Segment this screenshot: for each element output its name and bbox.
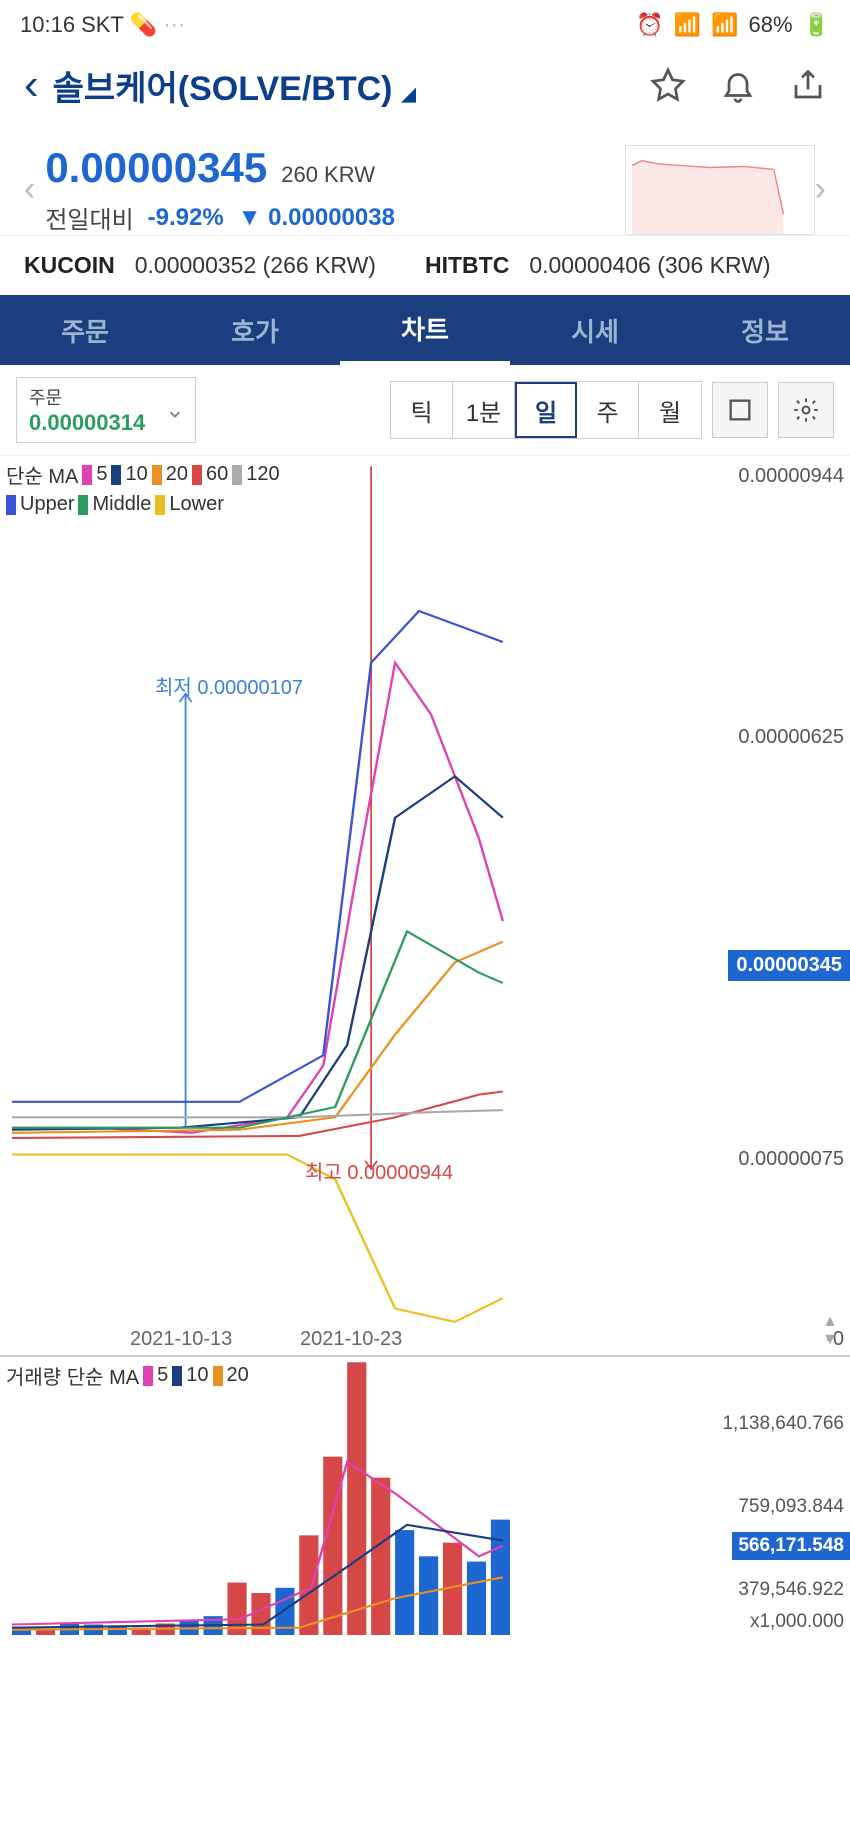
ma-legend: 단순 MA5102060120 UpperMiddleLower	[6, 460, 280, 520]
alarm-icon: ⏰	[636, 12, 663, 38]
dropdown-triangle-icon: ◢	[402, 84, 416, 104]
price-main: 0.00000345	[45, 144, 267, 192]
status-carrier: SKT	[81, 12, 124, 38]
tab-시세[interactable]: 시세	[510, 295, 680, 365]
battery-text: 68%	[749, 12, 793, 38]
wifi-icon: 📶	[674, 12, 701, 38]
status-time: 10:16	[20, 12, 75, 38]
price-section: ‹ 0.00000345 260 KRW 전일대비 -9.92% ▼ 0.000…	[0, 130, 850, 235]
share-icon[interactable]	[790, 67, 826, 103]
order-select[interactable]: 주문 0.00000314 ⌄	[16, 377, 196, 443]
high-annotation: 최고 0.00000944	[305, 1156, 453, 1185]
low-annotation: 최저 0.00000107	[155, 671, 303, 700]
settings-button[interactable]	[778, 382, 834, 438]
tabs: 주문호가차트시세정보	[0, 295, 850, 365]
tab-차트[interactable]: 차트	[340, 295, 510, 365]
signal-icon: 📶	[711, 12, 738, 38]
timeframe-일[interactable]: 일	[515, 382, 577, 438]
status-right: ⏰ 📶 📶 68% 🔋	[636, 12, 830, 38]
battery-icon: 🔋	[803, 12, 830, 38]
sparkline	[625, 145, 815, 235]
square-toggle-button[interactable]	[712, 382, 768, 438]
timeframe-주[interactable]: 주	[577, 382, 639, 438]
prev-pair-button[interactable]: ‹	[24, 170, 35, 209]
pill-icon: 💊	[130, 12, 157, 38]
timeframe-group: 틱1분일주월	[390, 381, 702, 439]
tab-주문[interactable]: 주문	[0, 295, 170, 365]
volume-unit: x1,000.000	[750, 1611, 844, 1633]
chevron-down-icon: ⌄	[165, 396, 185, 425]
status-bar: 10:16 SKT 💊 ⋯ ⏰ 📶 📶 68% 🔋	[0, 0, 850, 50]
current-price-tag: 0.00000345	[728, 950, 850, 981]
volume-legend: 거래량 단순 MA51020	[6, 1361, 249, 1390]
resize-handle-icon[interactable]: ▲▼	[822, 1313, 838, 1349]
pair-title[interactable]: 솔브케어(SOLVE/BTC) ◢	[53, 61, 636, 110]
compare-item[interactable]: HITBTC0.00000406 (306 KRW)	[425, 252, 826, 279]
next-pair-button[interactable]: ›	[815, 170, 826, 209]
change-pct: -9.92%	[148, 204, 224, 232]
timeframe-월[interactable]: 월	[639, 382, 701, 438]
timeframe-틱[interactable]: 틱	[391, 382, 453, 438]
header: ‹ 솔브케어(SOLVE/BTC) ◢	[0, 50, 850, 130]
volume-current-tag: 566,171.548	[732, 1532, 850, 1560]
price-chart[interactable]: 단순 MA5102060120 UpperMiddleLower 0.00000…	[0, 455, 850, 1355]
tab-호가[interactable]: 호가	[170, 295, 340, 365]
star-icon[interactable]	[650, 67, 686, 103]
bell-icon[interactable]	[720, 67, 756, 103]
compare-item[interactable]: KUCOIN0.00000352 (266 KRW)	[24, 252, 425, 279]
status-left: 10:16 SKT 💊 ⋯	[20, 12, 185, 38]
volume-chart[interactable]: 거래량 단순 MA51020 1,138,640.766759,093.8443…	[0, 1355, 850, 1635]
change-amt: ▼ 0.00000038	[238, 204, 395, 232]
tab-정보[interactable]: 정보	[680, 295, 850, 365]
timeframe-1분[interactable]: 1분	[453, 382, 515, 438]
change-label: 전일대비	[45, 200, 133, 235]
back-button[interactable]: ‹	[24, 60, 39, 110]
price-krw: 260 KRW	[281, 162, 375, 188]
more-icon: ⋯	[163, 12, 185, 38]
controls: 주문 0.00000314 ⌄ 틱1분일주월	[0, 365, 850, 455]
compare-row: KUCOIN0.00000352 (266 KRW)HITBTC0.000004…	[0, 235, 850, 295]
